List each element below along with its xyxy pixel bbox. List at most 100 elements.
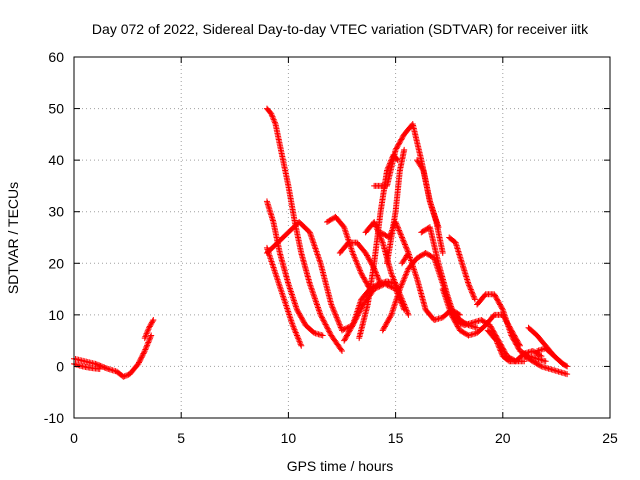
data-point [292, 329, 299, 336]
data-point [388, 228, 395, 235]
data-point [326, 329, 333, 336]
data-point [403, 271, 410, 278]
data-point [148, 319, 155, 326]
data-point [376, 230, 383, 237]
data-point [386, 233, 393, 240]
data-point [451, 318, 458, 325]
data-point [404, 310, 411, 317]
data-point [334, 317, 341, 324]
data-point [350, 251, 357, 258]
data-point [270, 116, 277, 123]
data-point [559, 360, 566, 367]
data-point [268, 110, 275, 117]
data-points [71, 105, 571, 380]
data-point [141, 335, 148, 342]
data-point [296, 311, 303, 318]
data-point [397, 231, 404, 238]
data-point [269, 113, 276, 120]
data-point [372, 223, 379, 230]
data-point [449, 313, 456, 320]
data-point [142, 346, 149, 353]
data-point [297, 339, 304, 346]
data-point [311, 294, 318, 301]
data-point [493, 295, 500, 302]
data-point [374, 273, 381, 280]
data-point [357, 269, 364, 276]
data-point [402, 242, 409, 249]
data-point [393, 220, 400, 227]
data-point [454, 322, 461, 329]
data-point [378, 236, 385, 243]
series-track-5 [263, 198, 326, 339]
data-point [491, 291, 498, 298]
data-point [313, 300, 320, 307]
data-point [467, 286, 474, 293]
data-point [294, 333, 301, 340]
plot-frame [73, 56, 611, 419]
data-point [104, 365, 111, 372]
data-point [403, 307, 410, 314]
data-point [296, 310, 303, 317]
data-point [471, 296, 478, 303]
data-point [331, 308, 338, 315]
data-point [146, 336, 153, 343]
data-point [393, 221, 400, 228]
data-point [388, 272, 395, 279]
data-point [143, 343, 150, 350]
data-point [403, 244, 410, 251]
data-point [449, 314, 456, 321]
data-point [120, 373, 127, 380]
x-tick-label: 10 [281, 430, 297, 446]
data-point [349, 323, 356, 330]
data-point [340, 326, 347, 333]
data-point [295, 336, 302, 343]
data-point [136, 358, 143, 365]
data-point [315, 254, 322, 261]
data-point [363, 251, 370, 258]
data-point [470, 293, 477, 300]
data-point [319, 332, 326, 339]
data-point [497, 302, 504, 309]
data-point [497, 347, 504, 354]
data-point [386, 315, 393, 322]
data-point [139, 351, 146, 358]
data-point [401, 241, 408, 248]
data-point [148, 332, 155, 339]
data-point [354, 260, 361, 267]
data-point [400, 237, 407, 244]
data-point [144, 340, 151, 347]
data-point [381, 324, 388, 331]
chart-title: Day 072 of 2022, Sidereal Day-to-day VTE… [92, 21, 589, 37]
data-point [399, 278, 406, 285]
data-point [321, 318, 328, 325]
y-tick-label: 10 [48, 307, 64, 323]
data-point [310, 241, 317, 248]
data-point [309, 288, 316, 295]
data-point [402, 304, 409, 311]
data-point [387, 231, 394, 238]
data-point [344, 331, 351, 338]
data-point [299, 317, 306, 324]
data-point [147, 333, 154, 340]
data-point [308, 233, 315, 240]
data-point [331, 310, 338, 317]
data-point [396, 286, 403, 293]
data-point [323, 322, 330, 329]
data-point [141, 347, 148, 354]
data-point [493, 337, 500, 344]
data-point [147, 322, 154, 329]
data-point [403, 269, 410, 276]
data-point [316, 257, 323, 264]
data-point [385, 317, 392, 324]
data-point [496, 301, 503, 308]
data-point [295, 309, 302, 316]
data-point [306, 229, 313, 236]
data-point [347, 326, 354, 333]
data-point [498, 304, 505, 311]
data-point [358, 270, 365, 277]
data-point [398, 136, 405, 143]
data-point [330, 305, 337, 312]
series-track-15 [362, 219, 412, 318]
data-point [537, 352, 544, 359]
